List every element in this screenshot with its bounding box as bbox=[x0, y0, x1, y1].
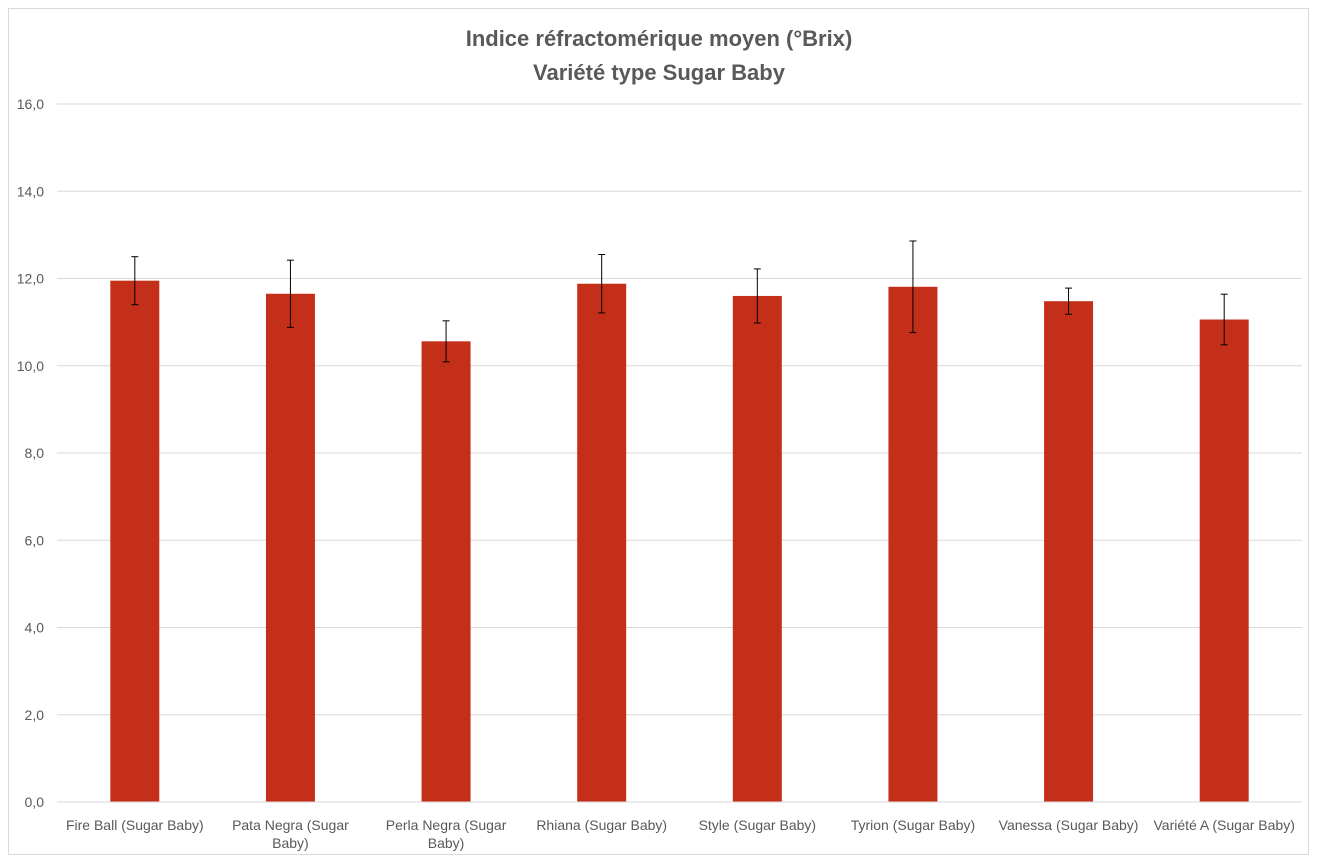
x-category-label: Tyrion (Sugar Baby) bbox=[851, 817, 976, 833]
x-category-label: Fire Ball (Sugar Baby) bbox=[66, 817, 204, 833]
y-tick-label: 0,0 bbox=[25, 794, 45, 810]
y-tick-label: 12,0 bbox=[17, 271, 44, 287]
x-category-label: Perla Negra (Sugar Baby) bbox=[386, 817, 507, 851]
y-tick-label: 10,0 bbox=[17, 358, 44, 374]
y-tick-label: 4,0 bbox=[25, 620, 45, 636]
bar bbox=[732, 295, 782, 802]
y-axis-ticks: 0,0 2,0 4,0 6,0 8,0 10,0 12,0 14,0 16,0 bbox=[17, 96, 44, 810]
bar bbox=[1199, 319, 1249, 802]
x-category-label: Variété A (Sugar Baby) bbox=[1154, 817, 1295, 833]
y-tick-label: 2,0 bbox=[25, 707, 45, 723]
y-tick-label: 6,0 bbox=[25, 532, 45, 548]
bar bbox=[888, 286, 938, 802]
x-category-label: Vanessa (Sugar Baby) bbox=[999, 817, 1139, 833]
x-category-label: Pata Negra (Sugar Baby) bbox=[232, 817, 349, 851]
chart-title: Indice réfractomérique moyen (°Brix) bbox=[466, 26, 853, 51]
bar bbox=[1044, 301, 1094, 802]
x-category-label: Style (Sugar Baby) bbox=[699, 817, 817, 833]
gridlines bbox=[57, 103, 1302, 716]
chart-subtitle: Variété type Sugar Baby bbox=[533, 60, 786, 85]
bar bbox=[577, 283, 627, 802]
bar bbox=[110, 280, 160, 802]
bar bbox=[265, 293, 315, 802]
x-category-label: Rhiana (Sugar Baby) bbox=[536, 817, 667, 833]
y-tick-label: 14,0 bbox=[17, 183, 44, 199]
y-tick-label: 16,0 bbox=[17, 96, 44, 112]
error-bars bbox=[131, 240, 1228, 363]
y-tick-label: 8,0 bbox=[25, 445, 45, 461]
x-axis-categories: Fire Ball (Sugar Baby) Pata Negra (Sugar B… bbox=[66, 817, 1295, 851]
bars bbox=[110, 280, 1249, 802]
bar bbox=[421, 341, 471, 802]
